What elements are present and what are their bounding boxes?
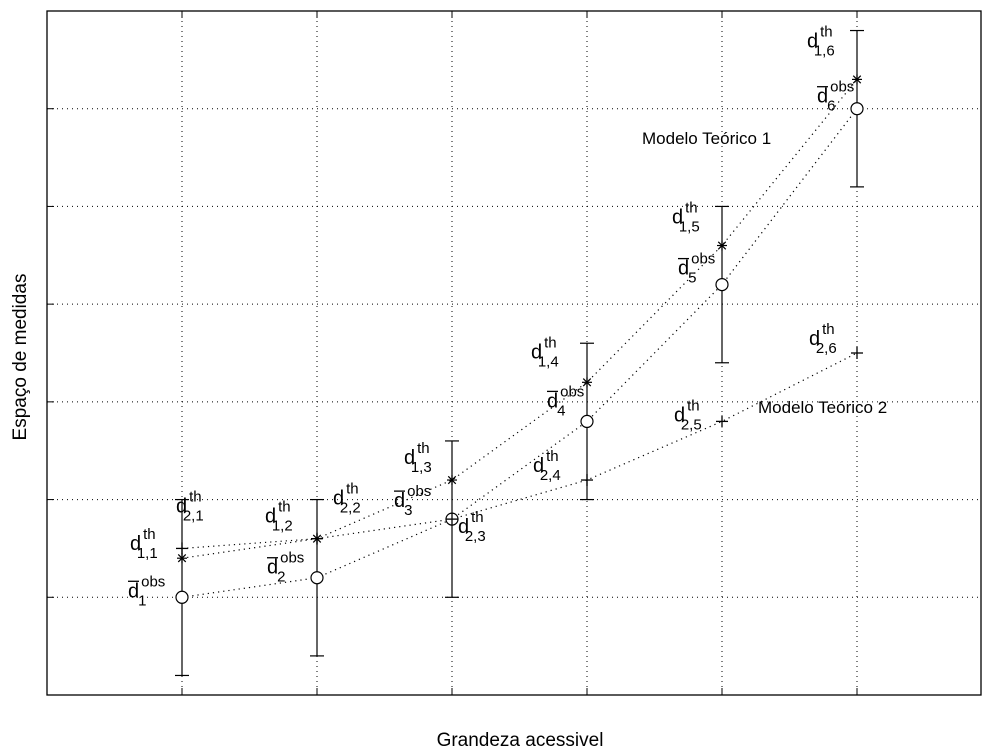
model-2-label: d th 2,5	[674, 397, 702, 433]
model-2-point	[311, 532, 323, 545]
observed-point	[850, 102, 864, 116]
model-1-label: d th 1,5	[672, 200, 700, 236]
model-1-point	[717, 240, 727, 251]
series-line-model-1	[181, 79, 858, 559]
data-points	[175, 74, 864, 604]
model-1-point	[852, 74, 862, 85]
x-axis-label: Grandeza acessivel	[437, 730, 604, 749]
model-2-label: d th 2,4	[533, 448, 561, 484]
series-label-modelo-teorico-1: Modelo Teórico 1	[642, 129, 771, 148]
model-1-label: d th 1,4	[531, 334, 559, 370]
error-bar	[175, 498, 189, 677]
plot-frame	[46, 10, 982, 696]
model-1-label: d th 1,3	[404, 440, 432, 476]
observed-label: d obs 1	[128, 573, 165, 609]
observed-label: d obs 5	[678, 251, 715, 287]
observed-point	[310, 571, 324, 585]
model-1-point	[447, 475, 457, 486]
model-2-point	[851, 347, 863, 359]
observed-label: d obs 6	[817, 79, 854, 115]
model-1-label: d th 1,1	[130, 526, 158, 562]
model-2-label: d th 2,6	[809, 321, 837, 357]
observed-point	[715, 278, 729, 292]
model-1-point	[582, 377, 592, 388]
observed-point	[580, 414, 594, 428]
model-1-label: d th 1,6	[807, 23, 835, 59]
observed-point	[175, 590, 189, 604]
model-2-label: d th 2,1	[176, 488, 204, 524]
series-label-modelo-teorico-2: Modelo Teórico 2	[758, 398, 887, 417]
model-2-point	[446, 513, 458, 526]
observed-label: d obs 2	[267, 550, 304, 586]
model-2-point	[716, 415, 728, 428]
model-1-label: d th 1,2	[265, 499, 293, 535]
observed-label: d obs 4	[547, 383, 584, 419]
model-1-point	[177, 553, 187, 564]
point-labels: d obs 1 d th 1,1 d th 2,1 d obs 2 d th 1,2 d th 2,2 d obs 3 d…	[128, 23, 854, 609]
observed-label: d obs 3	[394, 483, 431, 519]
model-2-point	[581, 474, 593, 487]
y-axis-label: Espaço de medidas	[10, 274, 31, 441]
model-2-point	[176, 542, 188, 555]
grid	[47, 11, 981, 695]
model-2-label: d th 2,2	[333, 481, 361, 517]
model-2-label: d th 2,3	[458, 509, 486, 545]
